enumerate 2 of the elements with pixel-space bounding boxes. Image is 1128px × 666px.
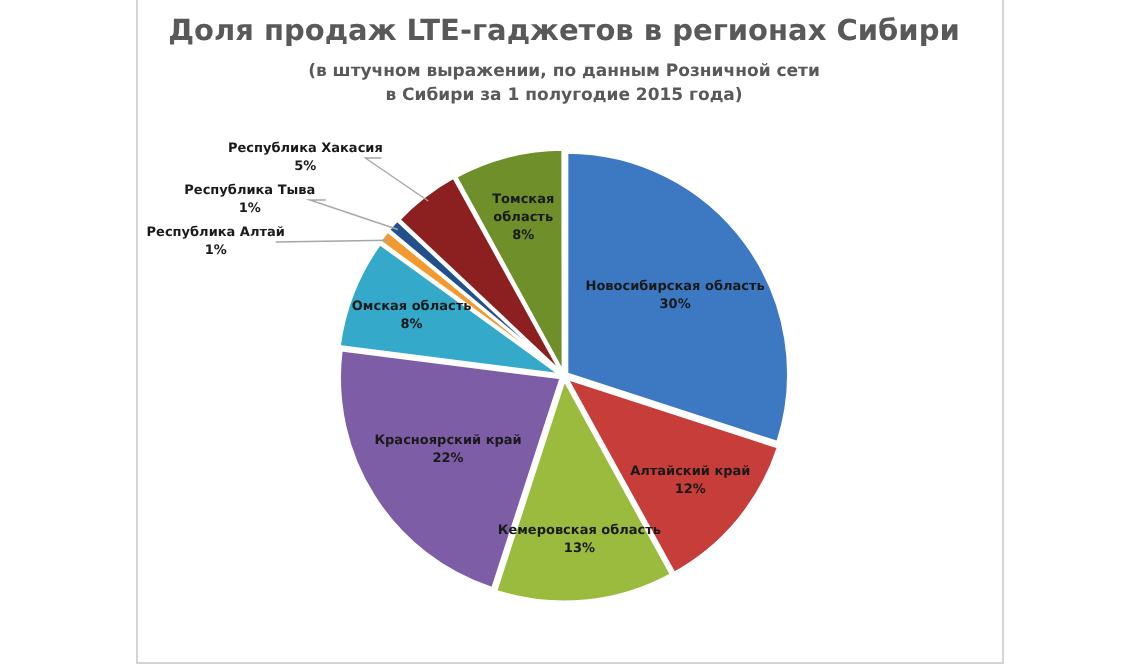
chart-title: Доля продаж LTE-гаджетов в регионах Сибири	[166, 16, 962, 48]
chart-subtitle: (в штучном выражении, по данным Розничной сети в Сибири за 1 полугодие 2015 года)	[306, 60, 822, 108]
